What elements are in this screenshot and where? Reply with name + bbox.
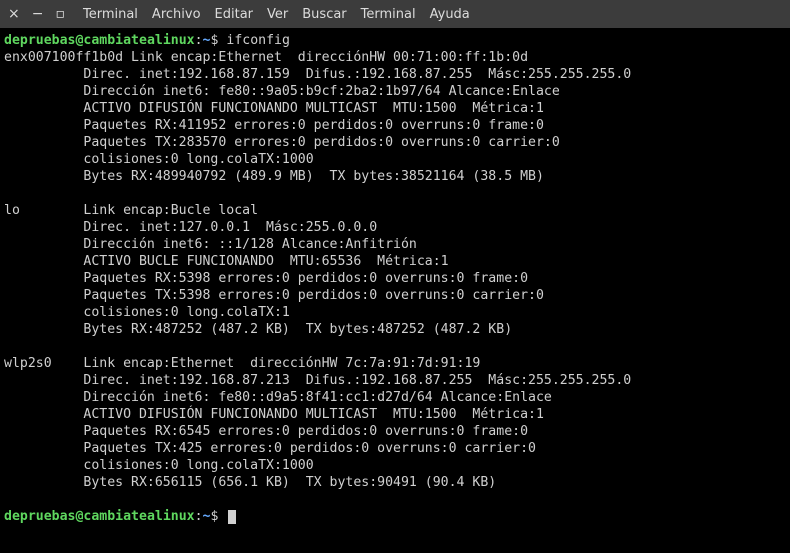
output-line: ACTIVO DIFUSIÓN FUNCIONANDO MULTICAST MT…: [4, 100, 784, 117]
output-line: wlp2s0 Link encap:Ethernet direcciónHW 7…: [4, 355, 784, 372]
menu-editar[interactable]: Editar: [215, 7, 254, 22]
menu-ayuda[interactable]: Ayuda: [430, 7, 470, 22]
output-line: Paquetes TX:5398 errores:0 perdidos:0 ov…: [4, 287, 784, 304]
output-line: Paquetes RX:6545 errores:0 perdidos:0 ov…: [4, 423, 784, 440]
menu-terminal-2[interactable]: Terminal: [361, 7, 416, 22]
titlebar: × − ▫ Terminal Archivo Editar Ver Buscar…: [0, 0, 790, 28]
output-line: Dirección inet6: ::1/128 Alcance:Anfitri…: [4, 236, 784, 253]
prompt-line-2: depruebas@cambiatealinux:~$: [4, 508, 784, 525]
output-line: Paquetes RX:411952 errores:0 perdidos:0 …: [4, 117, 784, 134]
command-text: ifconfig: [226, 33, 290, 48]
menu-ver[interactable]: Ver: [267, 7, 288, 22]
output-line: Bytes RX:656115 (656.1 KB) TX bytes:9049…: [4, 474, 784, 491]
output-line: Dirección inet6: fe80::d9a5:8f41:cc1:d27…: [4, 389, 784, 406]
cursor-icon: [228, 510, 236, 524]
blank-line: [4, 491, 784, 508]
output-line: colisiones:0 long.colaTX:1000: [4, 457, 784, 474]
output-line: colisiones:0 long.colaTX:1000: [4, 151, 784, 168]
output-line: lo Link encap:Bucle local: [4, 202, 784, 219]
minimize-icon[interactable]: −: [32, 7, 44, 21]
output-line: Paquetes RX:5398 errores:0 perdidos:0 ov…: [4, 270, 784, 287]
close-icon[interactable]: ×: [8, 7, 20, 21]
menu-archivo[interactable]: Archivo: [152, 7, 201, 22]
output-line: Paquetes TX:425 errores:0 perdidos:0 ove…: [4, 440, 784, 457]
output-line: colisiones:0 long.colaTX:1: [4, 304, 784, 321]
output-line: Bytes RX:487252 (487.2 KB) TX bytes:4872…: [4, 321, 784, 338]
menu-buscar[interactable]: Buscar: [302, 7, 346, 22]
terminal-output[interactable]: depruebas@cambiatealinux:~$ ifconfigenx0…: [0, 28, 790, 553]
output-line: Dirección inet6: fe80::9a05:b9cf:2ba2:1b…: [4, 83, 784, 100]
output-line: Direc. inet:192.168.87.213 Difus.:192.16…: [4, 372, 784, 389]
menubar: Terminal Archivo Editar Ver Buscar Termi…: [83, 7, 470, 22]
output-line: Paquetes TX:283570 errores:0 perdidos:0 …: [4, 134, 784, 151]
prompt-line-1: depruebas@cambiatealinux:~$ ifconfig: [4, 32, 784, 49]
output-line: Direc. inet:127.0.0.1 Másc:255.0.0.0: [4, 219, 784, 236]
output-line: Direc. inet:192.168.87.159 Difus.:192.16…: [4, 66, 784, 83]
output-line: ACTIVO BUCLE FUNCIONANDO MTU:65536 Métri…: [4, 253, 784, 270]
output-line: Bytes RX:489940792 (489.9 MB) TX bytes:3…: [4, 168, 784, 185]
maximize-icon[interactable]: ▫: [55, 7, 65, 21]
blank-line: [4, 185, 784, 202]
menu-terminal-1[interactable]: Terminal: [83, 7, 138, 22]
window-controls: × − ▫: [8, 7, 65, 21]
output-line: ACTIVO DIFUSIÓN FUNCIONANDO MULTICAST MT…: [4, 406, 784, 423]
blank-line: [4, 338, 784, 355]
output-line: enx007100ff1b0d Link encap:Ethernet dire…: [4, 49, 784, 66]
